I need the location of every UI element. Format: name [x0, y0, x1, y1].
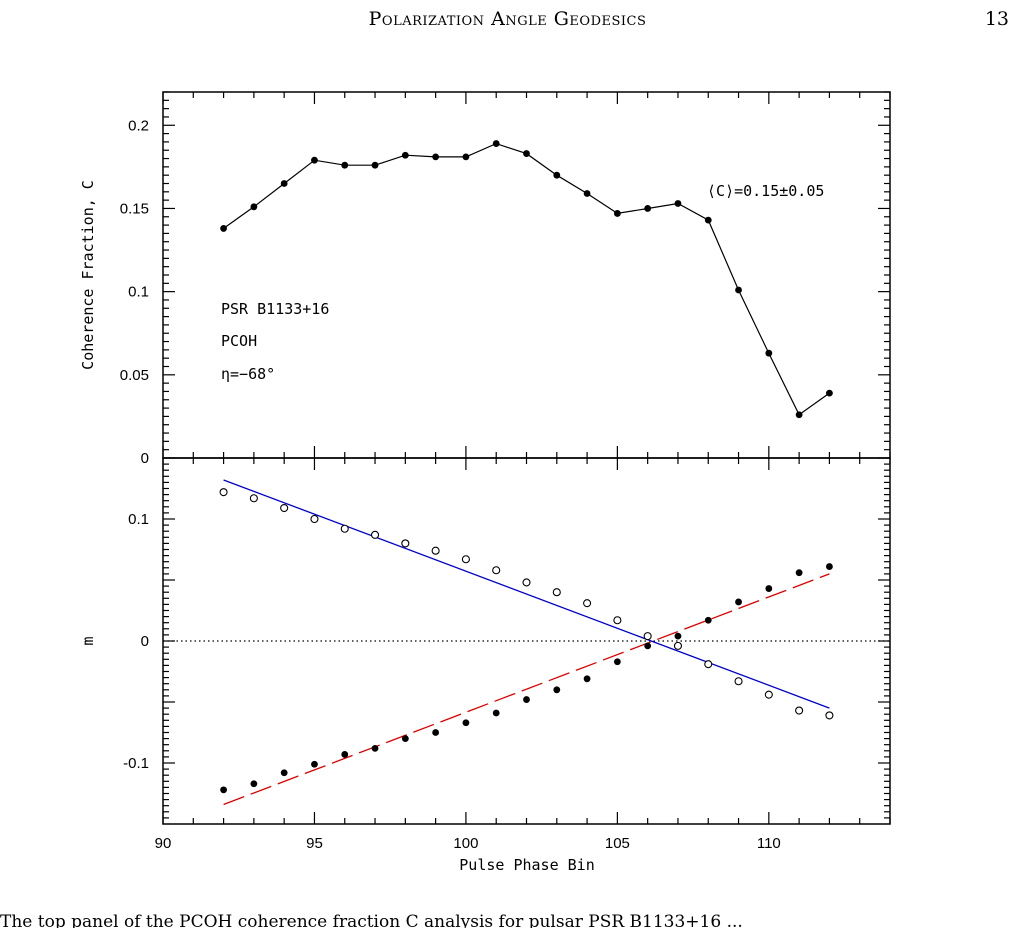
annotation-method: PCOH — [221, 332, 257, 350]
coherence-point — [583, 190, 591, 197]
coherence-point — [432, 153, 440, 161]
open-point — [280, 503, 289, 513]
open-point — [249, 494, 258, 503]
coherence-point — [371, 161, 379, 169]
filled-point — [341, 751, 349, 758]
open-point — [825, 711, 834, 720]
coherence-point — [765, 349, 773, 357]
open-point — [552, 588, 561, 597]
filled-point — [401, 735, 409, 742]
filled-point — [613, 658, 621, 666]
open-point — [583, 599, 592, 608]
y-tick-label: -0.1 — [123, 755, 149, 772]
annotation-mean-coherence: ⟨C⟩=0.15±0.05 — [707, 182, 824, 200]
filled-point — [553, 686, 561, 694]
bottom-y-axis-label: m — [79, 636, 97, 645]
filled-point — [220, 786, 227, 794]
filled-point — [311, 760, 318, 768]
open-point — [492, 566, 501, 575]
filled-point — [795, 569, 803, 577]
top-panel-frame — [162, 91, 891, 459]
coherence-point — [613, 210, 621, 217]
open-point — [795, 706, 804, 715]
coherence-point — [826, 389, 833, 397]
coherence-point — [280, 180, 288, 187]
open-point — [643, 632, 652, 641]
open-point — [734, 677, 743, 686]
coherence-point — [553, 171, 561, 179]
filled-point — [826, 563, 833, 570]
coherence-point — [795, 411, 803, 419]
open-point — [431, 546, 440, 555]
filled-point — [250, 780, 258, 788]
filled-point — [280, 769, 288, 777]
filled-point — [704, 616, 712, 624]
open-point — [704, 660, 713, 669]
open-point — [401, 539, 410, 548]
x-tick-label: 110 — [757, 835, 781, 852]
annotation-source: PSR B1133+16 — [221, 300, 329, 318]
open-point — [522, 578, 531, 587]
coherence-point — [250, 203, 258, 211]
coherence-point — [644, 205, 652, 212]
coherence-point — [492, 140, 500, 147]
filled-point — [432, 729, 440, 736]
blue-fit-line — [223, 479, 830, 709]
coherence-point — [311, 156, 318, 164]
open-point — [673, 641, 683, 650]
bottom-panel-ticks: -0.1 0 0.1 90 95 100 105 110 — [123, 458, 891, 852]
page-number: 13 — [984, 8, 1009, 30]
y-tick-label: 0.05 — [120, 367, 149, 384]
open-point — [461, 555, 470, 564]
bottom-panel-plot — [163, 479, 890, 806]
open-point — [310, 514, 319, 524]
coherence-point — [341, 161, 349, 169]
x-tick-label: 95 — [306, 835, 323, 852]
x-axis-label: Pulse Phase Bin — [459, 856, 594, 874]
open-point — [340, 524, 349, 533]
top-panel-ticks: 0 0.05 0.1 0.15 0.2 — [120, 91, 891, 467]
running-header-title: Polarization Angle Geodesics — [368, 8, 647, 30]
open-point — [219, 488, 228, 497]
coherence-point — [735, 286, 742, 294]
filled-point — [523, 696, 530, 703]
open-point — [370, 530, 380, 539]
filled-point — [765, 585, 773, 592]
coherence-point — [220, 225, 227, 232]
figure-caption: The top panel of the PCOH coherence frac… — [0, 912, 743, 932]
y-tick-label: 0.1 — [128, 284, 149, 301]
filled-point — [583, 675, 591, 683]
top-panel-plot — [220, 140, 833, 419]
y-tick-label: 0.1 — [128, 511, 149, 528]
open-point — [613, 616, 622, 625]
filled-point — [674, 632, 682, 640]
top-y-axis-label: Coherence Fraction, C — [79, 180, 97, 370]
coherence-point — [401, 151, 409, 159]
coherence-point — [704, 216, 712, 224]
filled-point — [644, 642, 652, 650]
filled-point — [735, 598, 742, 606]
coherence-point — [674, 200, 682, 207]
red-fit-line — [223, 573, 830, 806]
filled-point — [462, 719, 470, 727]
annotation-eta: η=−68° — [221, 365, 275, 383]
open-point — [764, 690, 773, 699]
y-tick-label: 0.2 — [128, 117, 149, 134]
x-tick-label: 90 — [155, 835, 172, 852]
coherence-point — [462, 153, 470, 161]
coherence-point — [523, 150, 530, 157]
y-tick-label: 0 — [141, 633, 149, 650]
filled-point — [492, 709, 500, 717]
x-tick-label: 105 — [605, 835, 630, 852]
filled-point — [371, 744, 379, 752]
y-tick-label: 0 — [141, 450, 149, 467]
y-tick-label: 0.15 — [120, 200, 149, 217]
x-tick-label: 100 — [453, 835, 478, 852]
